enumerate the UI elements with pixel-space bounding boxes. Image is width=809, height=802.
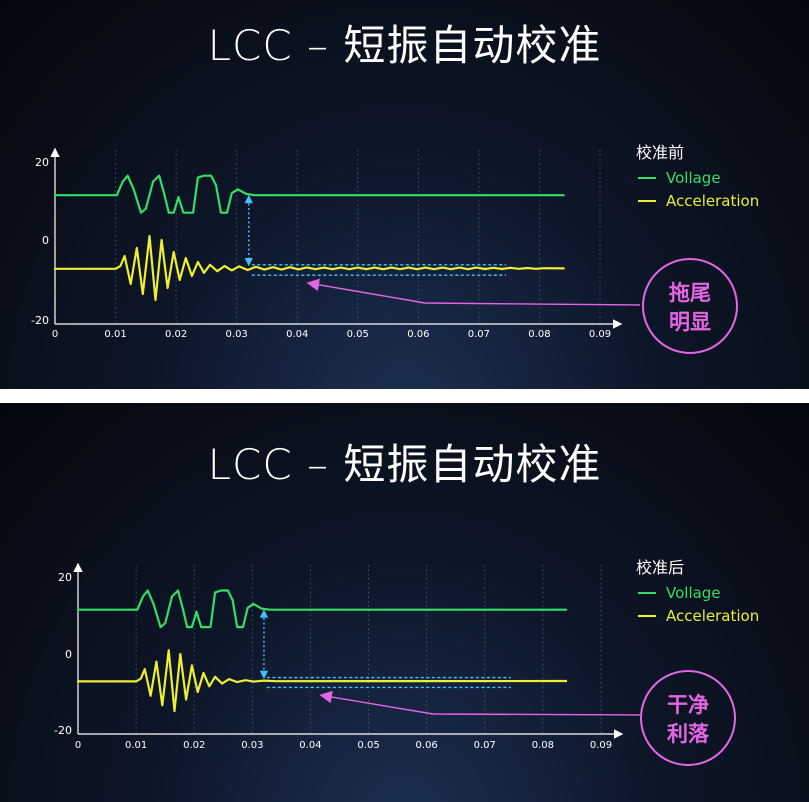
x-tick-label: 0.07 (474, 740, 496, 751)
x-tick-label: 0.03 (241, 740, 263, 751)
y-tick-label: 0 (65, 648, 72, 661)
callout-circle (642, 258, 738, 354)
callout-text-line1: 拖尾 (669, 281, 711, 305)
x-tick-label: 0.02 (183, 740, 205, 751)
x-tick-label: 0.01 (125, 740, 147, 751)
voltage-series-line (76, 589, 568, 629)
y-tick-label: 0 (42, 234, 49, 247)
y-tick-label: 20 (35, 156, 49, 169)
x-tick-label: 0.07 (468, 329, 490, 340)
legend-voltage-label: Vollage (666, 584, 721, 602)
legend-voltage-label: Vollage (666, 169, 721, 187)
x-tick-label: 0.09 (589, 329, 611, 340)
callout-circle (640, 670, 736, 766)
slide-before-calibration: LCC – 短振自动校准 0 0.01 0.02 0.03 0.04 0.05 0.06 0.… (0, 0, 809, 389)
callout-text-line1: 干净 (667, 693, 709, 717)
slide-title: LCC – 短振自动校准 (207, 21, 602, 70)
y-tick-label: -20 (54, 724, 72, 737)
x-tick-label: 0.08 (532, 740, 554, 751)
x-tick-label: 0.06 (416, 740, 438, 751)
chart-after-calibration: 0 0.01 0.02 0.03 0.04 0.05 0.06 0.07 0.08 0.09 20 0… (54, 558, 759, 766)
x-tick-label: 0.04 (286, 329, 308, 340)
x-tick-label: 0.06 (407, 329, 429, 340)
x-tick-label: 0 (52, 329, 58, 340)
slide-title: LCC – 短振自动校准 (207, 440, 602, 489)
callout-arrow (306, 278, 641, 306)
y-tick-label: 20 (58, 571, 72, 584)
x-tick-label: 0 (75, 740, 81, 751)
legend-acceleration-label: Acceleration (666, 607, 759, 625)
legend-heading: 校准前 (636, 143, 684, 162)
x-tick-label: 0.08 (528, 329, 550, 340)
chart-before-calibration: 0 0.01 0.02 0.03 0.04 0.05 0.06 0.07 0.08 0.09 20 0… (31, 143, 759, 354)
x-tick-label: 0.03 (226, 329, 248, 340)
callout-arrow (319, 690, 641, 716)
acceleration-series-line (53, 235, 565, 302)
x-tick-label: 0.02 (165, 329, 187, 340)
x-tick-label: 0.01 (104, 329, 126, 340)
voltage-series-line (53, 174, 565, 214)
slide-after-calibration: LCC – 短振自动校准 0 0.01 0.02 0.03 0.04 0.05 0.06 0.… (0, 403, 809, 802)
x-tick-label: 0.04 (299, 740, 321, 751)
x-tick-label: 0.05 (347, 329, 369, 340)
callout-text-line2: 明显 (669, 310, 711, 334)
legend-heading: 校准后 (636, 558, 684, 577)
x-tick-label: 0.09 (590, 740, 612, 751)
y-tick-label: -20 (31, 314, 49, 327)
callout-text-line2: 利落 (667, 722, 710, 746)
x-tick-label: 0.05 (357, 740, 379, 751)
acceleration-series-line (76, 649, 568, 713)
legend-acceleration-label: Acceleration (666, 192, 759, 210)
